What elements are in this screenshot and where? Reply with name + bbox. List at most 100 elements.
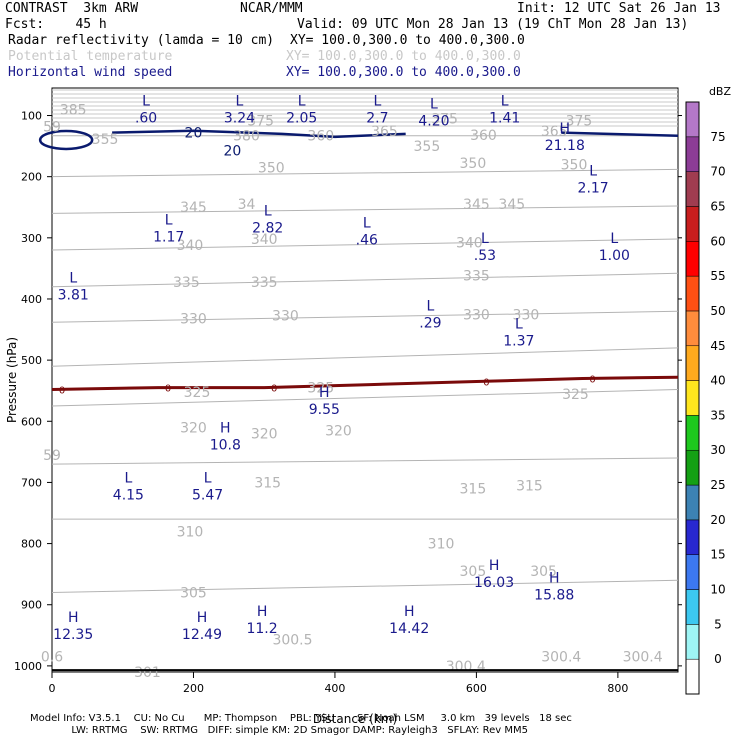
low-marker: L: [589, 164, 597, 180]
colorbar-swatch: [685, 101, 700, 138]
low-marker: L: [481, 231, 489, 247]
extremum-value: .60: [135, 110, 157, 126]
theta-label: 330: [463, 307, 490, 323]
colorbar-swatch: [685, 519, 700, 555]
low-marker: L: [124, 471, 132, 487]
freezing-level-label: 0: [59, 385, 65, 396]
y-tick-label: 300: [21, 232, 42, 245]
colorbar-tick-label: 0: [714, 652, 722, 666]
colorbar-swatch: [685, 415, 700, 451]
theta-label: 330: [180, 312, 207, 328]
x-tick-label: 200: [183, 682, 204, 695]
colorbar-tick-label: 40: [710, 374, 725, 388]
extremum-value: 1.41: [489, 110, 520, 126]
extremum-value: .53: [474, 248, 496, 264]
high-marker: H: [257, 604, 268, 620]
y-tick-label: 700: [21, 476, 42, 489]
theta-label: 350: [258, 160, 285, 176]
theta-contour-320: [51, 388, 679, 407]
theta-contour-305: [51, 579, 679, 594]
colorbar-tick-label: 20: [710, 513, 725, 527]
extremum-value: 3.81: [58, 288, 89, 304]
extremum-value: 14.42: [389, 621, 429, 637]
theta-label: 305: [530, 564, 557, 580]
low-marker: L: [515, 317, 523, 333]
theta-label: 345: [498, 197, 525, 213]
colorbar-swatch: [685, 345, 700, 381]
colorbar-tick-label: 65: [710, 199, 725, 213]
theta-label: 355: [92, 132, 119, 148]
extremum-value: 3.24: [224, 110, 255, 126]
colorbar-swatch: [685, 241, 700, 277]
theta-label: 320: [325, 423, 352, 439]
colorbar-swatch: [685, 449, 700, 486]
init-time: Init: 12 UTC Sat 26 Jan 13: [517, 1, 721, 16]
y-tick-label: 200: [21, 171, 42, 184]
theta-label: 345: [463, 197, 490, 213]
theta-label: 385: [60, 102, 87, 118]
colorbar-tick-label: 55: [710, 269, 725, 283]
theta-label: 375: [431, 112, 458, 128]
theta-contour-345: [51, 205, 679, 214]
high-marker: H: [197, 610, 208, 626]
colorbar-frame: [685, 101, 700, 695]
x-tick-label: 400: [324, 682, 345, 695]
low-marker: L: [363, 216, 371, 232]
theta-label: 300.4: [623, 650, 663, 666]
theta-label: 305: [460, 564, 487, 580]
colorbar-swatch: [685, 484, 700, 521]
theta-label: 300.5: [272, 633, 312, 649]
field-xy-wind: XY= 100.0,300.0 to 400.0,300.0: [286, 65, 521, 80]
extremum-value: 9.55: [309, 402, 340, 418]
high-marker: H: [489, 558, 500, 574]
y-tick-label: 1000: [14, 660, 42, 673]
high-marker: H: [549, 570, 560, 586]
low-marker: L: [430, 96, 438, 112]
theta-contour-325: [51, 347, 679, 367]
theta-label: 365: [541, 124, 568, 140]
valid-time: Valid: 09 UTC Mon 28 Jan 13 (19 ChT Mon …: [297, 17, 689, 32]
y-tick-label: 400: [21, 293, 42, 306]
wind-contour-label: 20: [185, 126, 203, 142]
extremum-value: .46: [356, 233, 378, 249]
theta-label: 305: [180, 586, 207, 602]
theta-label: 315: [460, 482, 487, 498]
theta-label: 301: [134, 665, 161, 681]
theta-contour-350: [51, 168, 679, 178]
theta-contour-340: [51, 238, 679, 251]
high-marker: H: [68, 610, 79, 626]
theta-label: 325: [562, 387, 589, 403]
extremum-value: 12.35: [53, 627, 93, 643]
low-marker: L: [165, 213, 173, 229]
theta-label: 335: [463, 269, 490, 285]
center-label: NCAR/MMM: [240, 1, 303, 16]
theta-label: 300.4: [446, 659, 486, 675]
colorbar-swatch: [685, 136, 700, 172]
theta-label: 330: [513, 307, 540, 323]
y-tick-label: 500: [21, 354, 42, 367]
colorbar-tick-label: 15: [710, 548, 725, 562]
theta-label: 310: [428, 537, 455, 553]
low-marker: L: [204, 471, 212, 487]
colorbar-swatch: [685, 658, 700, 695]
extremum-value: 16.03: [474, 575, 514, 591]
low-marker: L: [501, 93, 509, 109]
x-tick-label: 800: [607, 682, 628, 695]
colorbar-tick-label: 70: [710, 165, 725, 179]
freezing-level-label: 0: [483, 378, 489, 389]
theta-label: 59: [43, 120, 61, 136]
footer-model-info: Model Info: V3.5.1 CU: No Cu MP: Thompso…: [30, 713, 572, 724]
freezing-level-line: [51, 375, 679, 391]
wind-contour-20: [112, 129, 406, 139]
colorbar-tick-label: 75: [710, 130, 725, 144]
theta-label: 320: [180, 420, 207, 436]
low-marker: L: [298, 93, 306, 109]
freezing-level-label: 0: [589, 374, 595, 385]
wind-contour-right: [561, 131, 679, 137]
field-name-theta: Potential temperature: [8, 49, 173, 64]
colorbar-swatch: [685, 554, 700, 590]
theta-label: 325: [184, 385, 211, 401]
wind-contour-closed: [38, 129, 94, 151]
low-marker: L: [69, 271, 77, 287]
